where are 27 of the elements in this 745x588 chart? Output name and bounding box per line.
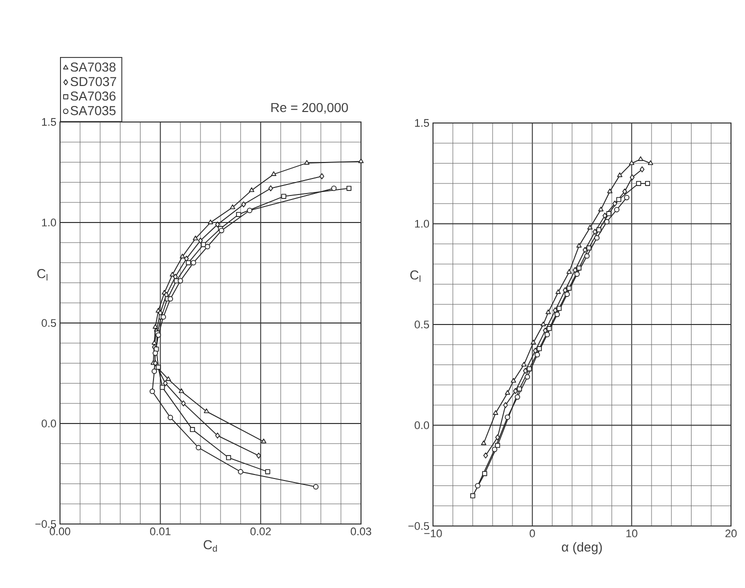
x-tick-label: −10 bbox=[424, 530, 442, 538]
text: Re = 200,000 bbox=[271, 102, 348, 114]
y-axis-title: C$_{l}$ bbox=[37, 269, 48, 281]
y-tick-label: −0.5 bbox=[35, 520, 56, 528]
y-tick-label: 1.5 bbox=[42, 118, 56, 126]
legend-label: SA7038 bbox=[70, 62, 116, 72]
y-tick-label: 0.5 bbox=[414, 320, 430, 328]
x-tick-label: 10 bbox=[626, 530, 638, 538]
y-tick-label: 0.5 bbox=[42, 319, 56, 327]
x-axis-title: α (deg) bbox=[562, 542, 602, 554]
x-tick-label: 0.03 bbox=[350, 528, 372, 536]
y-axis-title: C$_{l}$ bbox=[410, 270, 420, 282]
y-tick-label: −0.5 bbox=[408, 522, 430, 530]
x-tick-label: 0.01 bbox=[150, 528, 170, 536]
y-tick-label: 1.0 bbox=[415, 220, 430, 228]
x-tick-label: 0.02 bbox=[250, 528, 271, 536]
x-tick-label: 20 bbox=[725, 530, 737, 538]
x-tick-label: 0.00 bbox=[50, 528, 70, 536]
x-axis-title: C$_{d}$ bbox=[204, 540, 217, 552]
legend-label: SA7035 bbox=[70, 106, 116, 116]
y-tick-label: 0.0 bbox=[42, 420, 56, 428]
legend-label: SD7037 bbox=[70, 76, 116, 86]
y-tick-label: 1.5 bbox=[415, 119, 430, 127]
legend-label: SA7036 bbox=[70, 92, 116, 101]
y-tick-label: 1.0 bbox=[42, 218, 56, 226]
x-tick-label: 0 bbox=[530, 530, 535, 538]
y-tick-label: 0.0 bbox=[414, 421, 430, 430]
